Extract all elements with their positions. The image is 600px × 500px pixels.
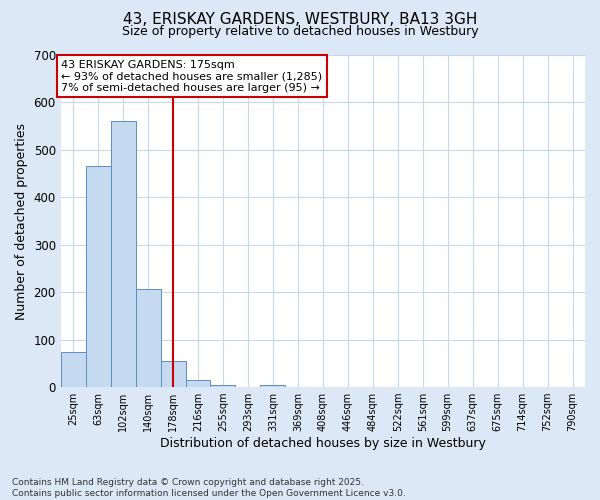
X-axis label: Distribution of detached houses by size in Westbury: Distribution of detached houses by size … <box>160 437 486 450</box>
Bar <box>260 384 286 387</box>
Bar <box>61 352 86 387</box>
Bar <box>136 289 161 387</box>
Bar <box>86 166 110 387</box>
Y-axis label: Number of detached properties: Number of detached properties <box>15 122 28 320</box>
Text: 43 ERISKAY GARDENS: 175sqm
← 93% of detached houses are smaller (1,285)
7% of se: 43 ERISKAY GARDENS: 175sqm ← 93% of deta… <box>61 60 322 93</box>
Text: 43, ERISKAY GARDENS, WESTBURY, BA13 3GH: 43, ERISKAY GARDENS, WESTBURY, BA13 3GH <box>123 12 477 28</box>
Bar <box>110 122 136 387</box>
Text: Contains HM Land Registry data © Crown copyright and database right 2025.
Contai: Contains HM Land Registry data © Crown c… <box>12 478 406 498</box>
Bar <box>161 361 185 387</box>
Bar <box>211 384 235 387</box>
Text: Size of property relative to detached houses in Westbury: Size of property relative to detached ho… <box>122 25 478 38</box>
Bar <box>185 380 211 387</box>
